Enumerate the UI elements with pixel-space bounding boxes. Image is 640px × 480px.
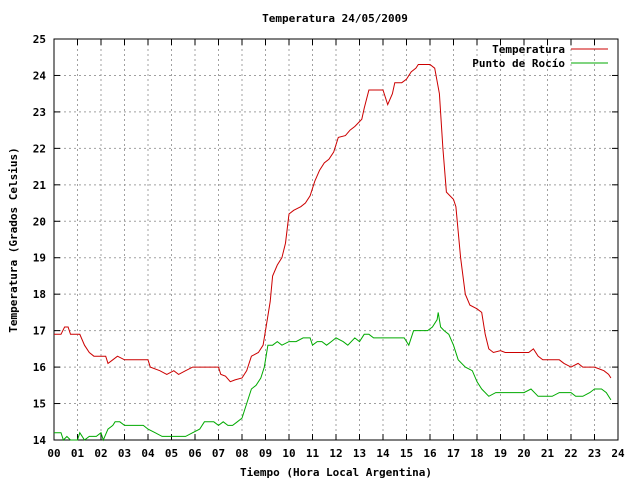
x-tick-label: 17	[447, 447, 460, 460]
x-tick-label: 01	[71, 447, 85, 460]
x-tick-label: 03	[118, 447, 131, 460]
axes: 00 01 02 03 04 05 06 07 08 09 10 11 12 13 14 15 16 17 18 19…	[33, 33, 625, 460]
x-tick-label: 22	[564, 447, 577, 460]
y-tick-label: 19	[33, 252, 46, 265]
x-tick-label: 05	[165, 447, 178, 460]
x-tick-label: 16	[423, 447, 437, 460]
x-tick-label: 18	[470, 447, 483, 460]
y-tick-label: 14	[33, 434, 47, 447]
y-tick-label: 24	[33, 69, 47, 82]
y-tick-label: 20	[33, 215, 46, 228]
x-tick-label: 13	[353, 447, 366, 460]
x-tick-label: 04	[141, 447, 155, 460]
y-tick-label: 22	[33, 142, 46, 155]
x-tick-label: 20	[517, 447, 530, 460]
y-tick-label: 18	[33, 288, 46, 301]
x-tick-label: 07	[212, 447, 225, 460]
x-tick-label: 24	[611, 447, 625, 460]
x-tick-label: 14	[376, 447, 390, 460]
x-tick-label: 11	[306, 447, 320, 460]
series-lines	[54, 64, 612, 442]
x-tick-label: 12	[329, 447, 342, 460]
x-tick-label: 19	[494, 447, 507, 460]
plot-frame	[53, 38, 619, 441]
y-tick-label: 17	[33, 325, 46, 338]
y-tick-label: 21	[33, 179, 47, 192]
series-line	[54, 312, 612, 442]
x-tick-label: 21	[541, 447, 555, 460]
legend-label: Temperatura	[492, 43, 565, 56]
x-tick-label: 23	[588, 447, 601, 460]
chart-title: Temperatura 24/05/2009	[262, 12, 408, 25]
x-tick-label: 15	[400, 447, 413, 460]
x-tick-label: 02	[94, 447, 107, 460]
y-tick-label: 23	[33, 106, 46, 119]
y-tick-label: 16	[33, 361, 47, 374]
x-tick-label: 00	[47, 447, 60, 460]
y-axis-label: Temperatura (Grados Celsius)	[7, 147, 20, 332]
series-line	[54, 64, 612, 383]
x-tick-label: 08	[235, 447, 248, 460]
y-tick-label: 15	[33, 398, 46, 411]
x-axis-label: Tiempo (Hora Local Argentina)	[240, 466, 432, 479]
y-tick-label: 25	[33, 33, 46, 46]
grid-lines	[54, 39, 618, 440]
legend-label: Punto de Rocío	[472, 57, 565, 70]
x-tick-label: 10	[282, 447, 295, 460]
x-tick-label: 06	[188, 447, 202, 460]
x-tick-label: 09	[259, 447, 272, 460]
